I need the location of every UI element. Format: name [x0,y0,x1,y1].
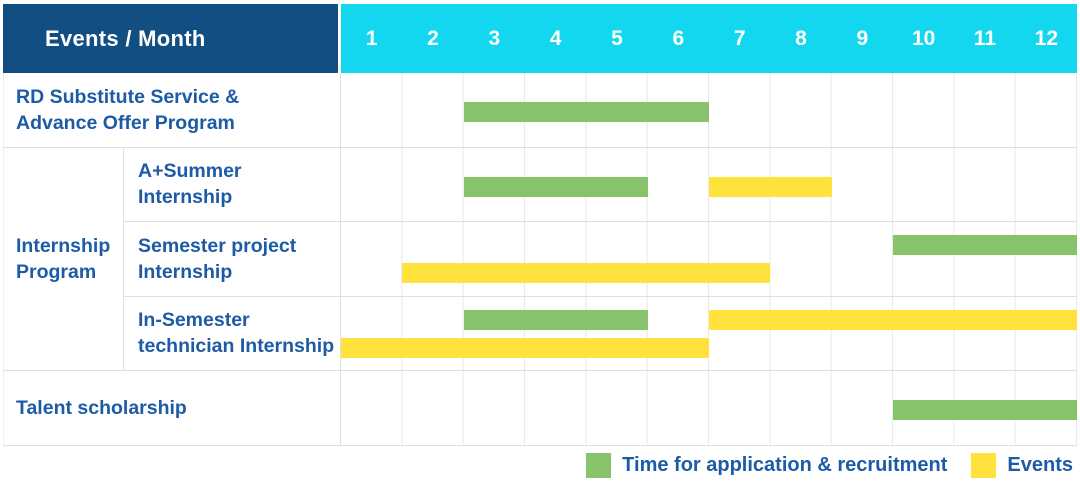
group-label-internship-program: Internship Program [3,147,124,370]
internship-program-group: Internship Program A+Summer Internship S… [3,146,1077,370]
month-header-11: 11 [973,26,997,50]
green-bar [893,400,1077,420]
month-header-12: 12 [1034,26,1058,50]
event-label-rd-substitute: RD Substitute Service & Advance Offer Pr… [3,73,341,147]
legend-item-events: Events [971,453,1073,478]
event-label-line: Talent scholarship [16,396,187,419]
green-bar [463,176,648,197]
event-label-a-plus-summer: A+Summer Internship [124,147,341,221]
green-bar [893,235,1077,255]
month-header-9: 9 [856,26,869,50]
header-title: Events / Month [45,25,206,51]
green-swatch-icon [586,453,612,478]
event-label-line: Semester project [138,234,297,257]
timeline-talent-scholarship [341,371,1077,445]
row-a-plus-summer-internship: A+Summer Internship [124,147,1077,221]
green-bar [463,309,648,330]
table-header: Events / Month 1 2 3 4 5 6 7 8 9 10 11 1… [3,4,1077,73]
internship-program-rows: A+Summer Internship Semester project Int… [124,147,1077,370]
month-header-10: 10 [911,26,936,50]
event-label-line: In-Semester [138,309,250,332]
row-in-semester-technician-internship: In-Semester technician Internship [124,295,1077,370]
timeline-semester-project [341,222,1077,296]
group-label-line: Internship [16,234,111,257]
events-month-gantt-table: Events / Month 1 2 3 4 5 6 7 8 9 10 11 1… [3,4,1077,446]
event-label-in-semester-technician: In-Semester technician Internship [124,296,341,370]
event-label-line: Internship [138,260,233,283]
event-label-line: Internship [138,186,233,209]
legend: Time for application & recruitment Event… [586,453,1073,478]
timeline-in-semester-technician [341,296,1077,370]
event-label-line: Advance Offer Program [16,111,235,134]
yellow-bar [709,176,832,197]
month-header-8: 8 [795,26,807,50]
event-label-talent-scholarship: Talent scholarship [3,371,341,445]
yellow-swatch-icon [971,453,997,478]
table-body: RD Substitute Service & Advance Offer Pr… [3,73,1077,446]
row-talent-scholarship: Talent scholarship [3,370,1077,445]
event-label-semester-project: Semester project Internship [124,222,341,296]
legend-label: Events [1007,454,1073,476]
month-header-1: 1 [365,26,378,50]
month-header-2: 2 [427,26,439,50]
row-semester-project-internship: Semester project Internship [124,221,1077,296]
header-title-cell: Events / Month [3,4,338,73]
month-header-strip: 1 2 3 4 5 6 7 8 9 10 11 12 [341,4,1077,73]
green-bar [463,102,709,122]
row-rd-substitute-service: RD Substitute Service & Advance Offer Pr… [3,73,1077,147]
timeline-rd-substitute [341,73,1077,147]
month-header-4: 4 [549,26,562,50]
event-label-line: technician Internship [138,335,335,358]
month-header-6: 6 [672,26,685,50]
month-header-3: 3 [488,26,501,50]
group-label-line: Program [16,260,97,283]
event-label-line: RD Substitute Service & [16,85,240,108]
yellow-bar [402,263,771,283]
event-label-line: A+Summer [138,160,242,183]
timeline-a-plus-summer [341,147,1077,221]
yellow-bar [709,309,1077,330]
month-header-5: 5 [611,26,623,50]
legend-item-application-recruitment: Time for application & recruitment [586,453,947,478]
legend-label: Time for application & recruitment [622,454,948,476]
month-header-7: 7 [733,26,746,50]
yellow-bar [341,337,709,358]
